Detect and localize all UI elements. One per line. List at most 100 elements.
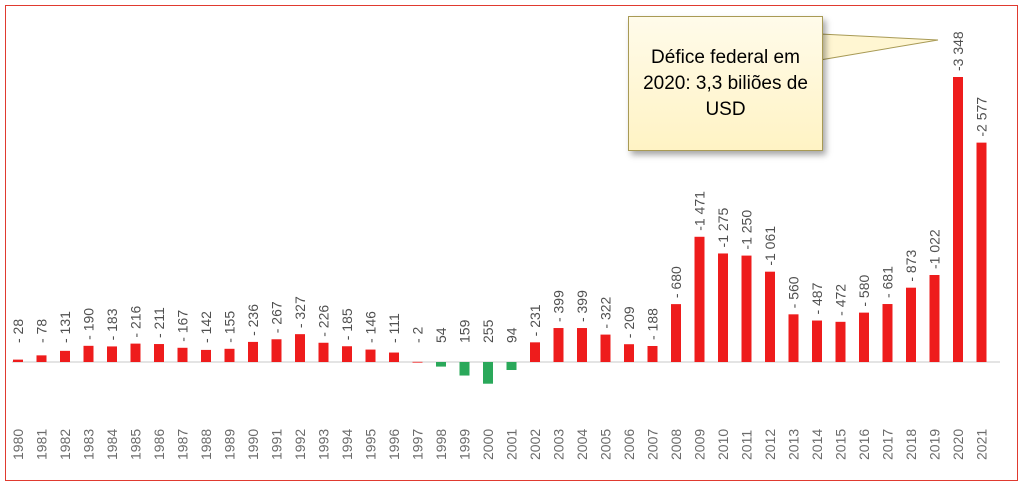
tick-label-2004: 2004 — [574, 429, 590, 460]
data-label-1991: - 267 — [269, 301, 285, 333]
bar-2005 — [600, 334, 611, 362]
bar-1996 — [389, 352, 399, 362]
tick-label-2015: 2015 — [833, 429, 849, 460]
data-label-2007: - 188 — [645, 308, 661, 340]
tick-label-2007: 2007 — [645, 429, 661, 460]
bar-2009 — [694, 236, 705, 362]
bar-1980 — [13, 359, 23, 362]
data-label-1990: - 236 — [245, 304, 261, 336]
tick-label-2019: 2019 — [927, 429, 943, 460]
bar-2015 — [835, 321, 846, 362]
tick-label-1982: 1982 — [57, 429, 73, 460]
tick-label-1995: 1995 — [363, 429, 379, 460]
data-label-2014: - 487 — [809, 282, 825, 314]
bar-2001 — [506, 362, 517, 371]
tick-label-2001: 2001 — [504, 429, 520, 460]
tick-label-2016: 2016 — [856, 429, 872, 460]
data-label-2020: -3 348 — [950, 31, 966, 71]
tick-label-1999: 1999 — [457, 429, 473, 460]
data-label-1988: - 142 — [198, 311, 214, 343]
tick-label-2014: 2014 — [809, 429, 825, 460]
tick-label-1997: 1997 — [410, 429, 426, 460]
tick-label-1988: 1988 — [198, 429, 214, 460]
bar-2017 — [882, 304, 893, 362]
bar-1992 — [295, 334, 305, 362]
bar-2012 — [765, 271, 775, 362]
data-label-2011: -1 250 — [739, 210, 755, 250]
data-label-1996: - 111 — [386, 313, 402, 343]
bar-1988 — [201, 349, 211, 362]
tick-label-2003: 2003 — [551, 429, 567, 460]
bar-2011 — [741, 255, 752, 362]
data-label-2002: - 231 — [527, 304, 543, 336]
bar-1993 — [318, 342, 329, 362]
tick-label-2000: 2000 — [480, 429, 496, 460]
data-label-2003: - 399 — [551, 290, 567, 322]
bar-2006 — [624, 344, 634, 362]
data-label-2008: - 680 — [668, 266, 684, 298]
bar-2018 — [906, 287, 916, 362]
chart-frame — [5, 5, 1018, 481]
bar-2014 — [812, 320, 822, 362]
data-label-2021: -2 577 — [974, 97, 990, 137]
data-label-2009: -1 471 — [692, 191, 708, 231]
data-label-1987: - 167 — [175, 310, 191, 342]
data-label-1994: - 185 — [339, 308, 355, 340]
data-label-1999: 159 — [457, 319, 473, 343]
tick-label-2011: 2011 — [739, 430, 755, 460]
tick-label-2008: 2008 — [668, 429, 684, 460]
data-label-2005: - 322 — [598, 296, 614, 328]
tick-label-1992: 1992 — [292, 429, 308, 460]
tick-label-2018: 2018 — [903, 429, 919, 460]
bar-1998 — [436, 362, 446, 367]
bar-1991 — [271, 339, 282, 362]
bar-2003 — [553, 328, 564, 362]
tick-label-1987: 1987 — [175, 429, 191, 460]
bar-1987 — [177, 347, 188, 362]
bar-1982 — [60, 350, 70, 362]
bar-1994 — [342, 346, 352, 362]
tick-label-1991: 1991 — [269, 429, 285, 460]
bar-1995 — [365, 349, 376, 362]
data-label-2016: - 580 — [856, 275, 872, 307]
data-label-1986: - 211 — [151, 307, 167, 338]
bar-2000 — [483, 362, 493, 384]
tick-label-2021: 2021 — [974, 429, 990, 460]
tick-label-2017: 2017 — [880, 429, 896, 460]
data-label-1985: - 216 — [128, 305, 144, 337]
bar-2004 — [577, 328, 587, 362]
tick-label-1996: 1996 — [386, 429, 402, 460]
annotation-callout: Défice federal em 2020: 3,3 biliões de U… — [628, 16, 823, 151]
bar-1984 — [107, 346, 117, 362]
annotation-text: Défice federal em 2020: 3,3 biliões de U… — [643, 46, 808, 120]
bar-1986 — [154, 344, 164, 362]
bar-1989 — [224, 348, 235, 362]
data-label-2012: -1 061 — [762, 226, 778, 266]
bar-1999 — [459, 362, 470, 376]
data-label-2004: - 399 — [574, 290, 590, 322]
tick-label-1989: 1989 — [222, 429, 238, 460]
bar-2016 — [859, 312, 869, 362]
data-label-1992: - 327 — [292, 296, 308, 328]
data-label-2015: - 472 — [833, 284, 849, 316]
bar-1990 — [248, 341, 258, 362]
bar-2021 — [976, 142, 987, 362]
bar-2019 — [929, 275, 940, 362]
tick-label-2009: 2009 — [692, 429, 708, 460]
bar-2002 — [530, 342, 540, 362]
tick-label-1994: 1994 — [339, 429, 355, 460]
data-label-1980: - 28 — [10, 319, 26, 343]
tick-label-1986: 1986 — [151, 429, 167, 460]
tick-label-2005: 2005 — [598, 429, 614, 460]
data-label-1989: - 155 — [222, 311, 238, 343]
tick-label-1983: 1983 — [81, 429, 97, 460]
data-label-2010: -1 275 — [715, 208, 731, 248]
bar-1985 — [130, 343, 141, 362]
tick-label-2020: 2020 — [950, 429, 966, 460]
tick-label-1985: 1985 — [128, 429, 144, 460]
data-label-2019: -1 022 — [927, 229, 943, 269]
bar-2007 — [647, 345, 658, 362]
tick-label-1993: 1993 — [316, 429, 332, 460]
data-label-1984: - 183 — [104, 308, 120, 340]
